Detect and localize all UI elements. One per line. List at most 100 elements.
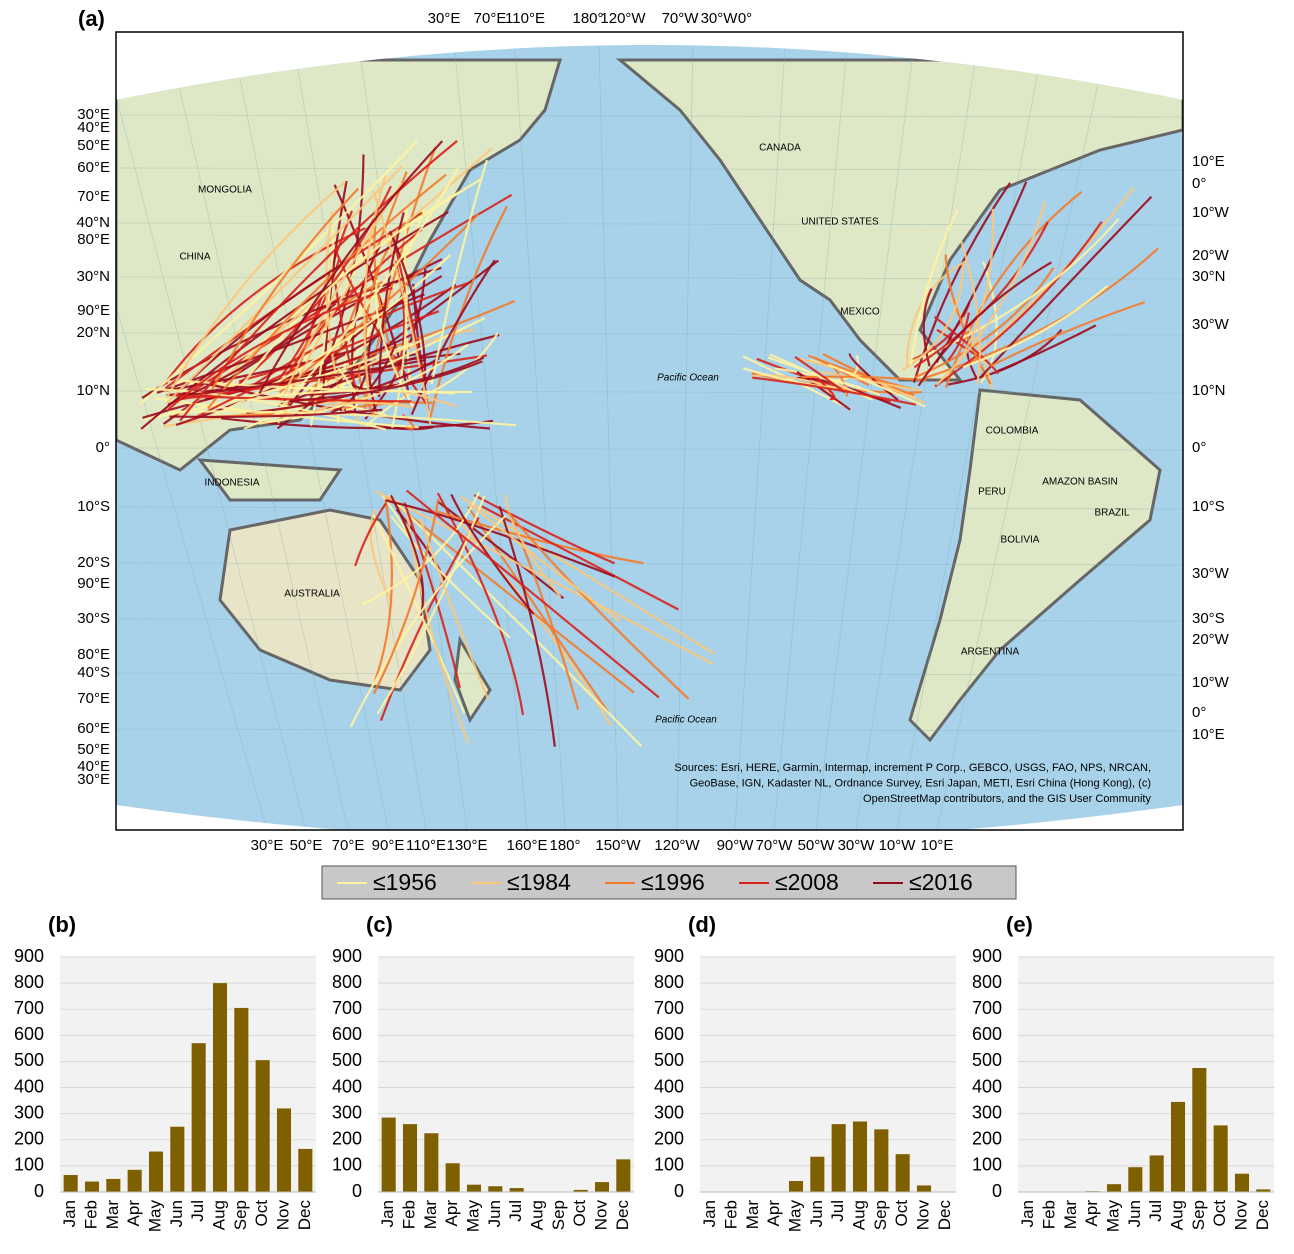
storm-track [279, 182, 403, 403]
graticule-line [116, 728, 1183, 732]
left-axis-label: 30°E [77, 771, 110, 788]
left-axis-label: 40°E [77, 119, 110, 136]
right-axis-label: 0° [1192, 704, 1206, 721]
x-tick-label: Jun [1125, 1200, 1144, 1227]
x-tick-label: Jan [1018, 1200, 1037, 1227]
attribution: OpenStreetMap contributors, and the GIS … [863, 793, 1151, 805]
storm-track [801, 375, 927, 382]
storm-track [743, 367, 836, 389]
storm-track [179, 139, 458, 422]
left-axis-label: 0° [96, 439, 110, 456]
left-axis-label: 30°S [77, 610, 110, 627]
bar [424, 1133, 439, 1192]
bar [106, 1178, 121, 1192]
graticule-line [116, 506, 1183, 510]
x-tick-label: Jun [807, 1200, 826, 1227]
y-tick-label: 300 [332, 1102, 362, 1122]
y-tick-label: 100 [14, 1155, 44, 1175]
bar [1256, 1189, 1271, 1192]
left-axis-label: 40°N [76, 214, 110, 231]
bottom-axis-label: 70°E [332, 837, 365, 854]
bottom-axis-label: 10°E [921, 837, 954, 854]
storm-track [430, 159, 488, 385]
graticule-line [452, 45, 528, 831]
bar [212, 983, 228, 1192]
bar [594, 1182, 610, 1192]
place-label: BOLIVIA [1001, 535, 1040, 546]
graticule-line [116, 618, 1183, 622]
storm-track [924, 247, 1159, 379]
y-tick-label: 400 [654, 1076, 684, 1096]
storm-track [258, 140, 444, 395]
land-australia [218, 508, 432, 692]
attribution: Sources: Esri, HERE, Garmin, Intermap, i… [674, 762, 1151, 774]
storm-track [384, 495, 635, 694]
storm-track [468, 502, 621, 623]
bar [127, 1169, 142, 1192]
y-tick-label: 500 [332, 1050, 362, 1070]
place-label: COLOMBIA [986, 426, 1039, 437]
graticule-line [116, 447, 1183, 451]
y-tick-label: 400 [14, 1076, 44, 1096]
storm-track [473, 494, 616, 565]
bar [255, 1060, 270, 1192]
x-tick-label: Jan [378, 1200, 397, 1227]
panel-label: (a) [78, 6, 105, 31]
storm-track [141, 266, 442, 399]
storm-track [280, 167, 460, 408]
graticule-line [116, 222, 1183, 226]
storm-track [373, 498, 393, 683]
y-tick-label: 700 [14, 998, 44, 1018]
right-axis-label: 10°S [1192, 498, 1225, 515]
bottom-axis-label: 10°W [879, 837, 917, 854]
x-tick-label: Jul [188, 1200, 207, 1222]
storm-track [450, 493, 535, 615]
storm-track [166, 165, 404, 404]
storm-track [796, 370, 851, 411]
x-tick-label: Dec [295, 1200, 314, 1231]
x-tick-label: Feb [81, 1200, 100, 1229]
legend-label: ≤2008 [775, 869, 839, 895]
graticule-line [116, 167, 1183, 171]
left-axis-label: 30°E [77, 106, 110, 123]
x-tick-label: Apr [1082, 1200, 1101, 1227]
right-axis-label: 30°S [1192, 610, 1225, 627]
bar [466, 1184, 482, 1192]
bar [1128, 1167, 1143, 1192]
storm-track [906, 260, 966, 367]
storm-track [980, 196, 1153, 378]
bar [1234, 1173, 1250, 1192]
storm-track [935, 201, 1047, 386]
storm-track [389, 494, 425, 616]
bar [788, 1181, 804, 1192]
y-tick-label: 400 [332, 1076, 362, 1096]
storm-track [405, 489, 660, 699]
top-axis-label: 30°E [428, 10, 461, 27]
storm-track [165, 348, 356, 392]
place-label: ARGENTINA [961, 647, 1020, 658]
graticule-line [116, 45, 268, 831]
graticule-line [116, 390, 1183, 394]
place-label: Pacific Ocean [655, 715, 717, 726]
bar [810, 1156, 825, 1192]
storm-track [379, 517, 480, 722]
graticule-line [291, 45, 427, 831]
bottom-axis-label: 50°W [798, 837, 836, 854]
place-label: AUSTRALIA [284, 589, 340, 600]
storm-track [419, 518, 490, 700]
bar [381, 1117, 396, 1192]
x-tick-label: Oct [252, 1200, 271, 1227]
legend-label: ≤1984 [507, 869, 571, 895]
storm-track [277, 228, 423, 389]
y-tick-label: 800 [972, 972, 1002, 992]
storm-track [385, 499, 616, 578]
land-indonesia [196, 458, 343, 502]
storm-track [363, 175, 387, 398]
storm-track [934, 221, 1103, 388]
x-tick-label: Oct [892, 1200, 911, 1227]
x-tick-label: Aug [527, 1200, 546, 1230]
place-label: AMAZON BASIN [1042, 477, 1118, 488]
bar [234, 1007, 249, 1192]
